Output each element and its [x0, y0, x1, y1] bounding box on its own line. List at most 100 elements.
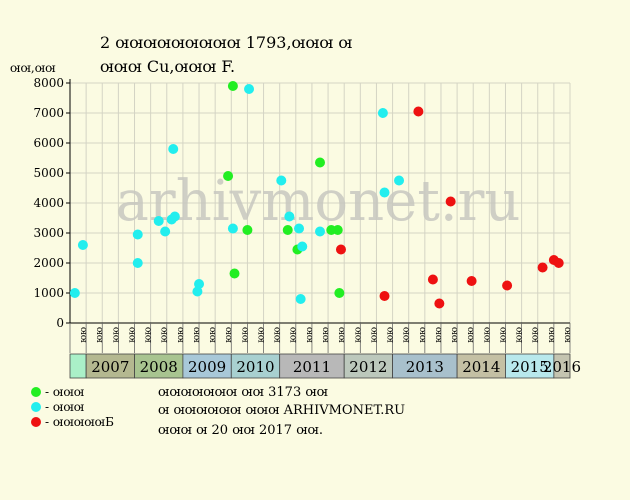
data-points — [69, 81, 564, 309]
x-category-label: ꙕꙕ — [78, 327, 88, 343]
data-point — [537, 262, 548, 273]
data-point — [413, 106, 424, 117]
x-category-label: ꙕꙕ — [304, 327, 314, 343]
data-point — [332, 225, 343, 235]
year-cell — [553, 353, 571, 379]
x-category-label: ꙕꙕ — [239, 327, 249, 343]
year-label: 2007 — [91, 358, 129, 376]
y-tick-label: 7000 — [33, 106, 64, 120]
data-point — [553, 258, 564, 268]
y-tick-labels: 0 1000 2000 3000 4000 5000 6000 7000 8000 — [33, 76, 64, 330]
data-point — [227, 223, 238, 234]
data-point — [334, 288, 345, 298]
x-category-label: ꙕꙕ — [126, 327, 136, 343]
watermark-text: arhivmonet.ru — [116, 169, 521, 234]
year-label: 2013 — [406, 358, 444, 376]
y-tick-label: 2000 — [33, 256, 64, 270]
data-point — [445, 196, 456, 207]
x-category-label: ꙕꙕ — [417, 327, 427, 343]
legend-label: - ꙕꙕꙕ — [45, 400, 85, 414]
y-tick-label: 0 — [56, 316, 64, 330]
data-point — [69, 288, 80, 298]
x-category-label: ꙕꙕ — [368, 327, 378, 343]
data-point — [335, 244, 346, 255]
data-point — [294, 223, 305, 234]
x-category-label: ꙕꙕ — [385, 327, 395, 343]
x-category-label: ꙕꙕ — [562, 327, 572, 343]
data-point — [242, 225, 253, 235]
data-point — [132, 258, 143, 268]
data-point — [394, 175, 405, 186]
data-point — [297, 241, 308, 252]
data-point — [427, 274, 438, 285]
year-label: 2015 — [511, 358, 549, 376]
year-label: 2010 — [236, 358, 274, 376]
x-category-label: ꙕꙕ — [514, 327, 524, 343]
x-category-label: ꙕꙕ — [481, 327, 491, 343]
x-category-label: ꙕꙕ — [110, 327, 120, 343]
legend-marker — [31, 417, 41, 427]
x-category-label: ꙕꙕ — [143, 327, 153, 343]
data-point — [223, 171, 234, 181]
data-point — [244, 84, 255, 94]
data-point — [466, 276, 477, 286]
x-category-label: ꙕꙕ — [255, 327, 265, 343]
data-point — [160, 226, 171, 237]
year-label: 2014 — [462, 358, 500, 376]
data-point — [315, 157, 325, 168]
year-label: 2011 — [293, 358, 331, 376]
x-category-label: ꙕꙕ — [175, 327, 185, 343]
legend-label: - ꙕꙕꙕꙕꙕБ — [45, 415, 114, 429]
data-point — [77, 240, 88, 250]
watermark-layer: arhivmonet.ru — [116, 169, 521, 234]
year-label: 2008 — [140, 358, 178, 376]
x-category-labels: ꙕꙕ ꙕꙕ ꙕꙕ ꙕꙕ ꙕꙕ ꙕꙕ ꙕꙕ ꙕꙕ ꙕꙕ ꙕꙕ ꙕꙕ ꙕꙕ ꙕꙕ ꙕꙕ ꙕꙕ ꙕꙕ ꙕꙕ ꙕꙕ ꙕꙕ ꙕꙕ… — [78, 327, 572, 343]
data-point — [192, 286, 203, 297]
x-category-label: ꙕꙕ — [272, 327, 282, 343]
legend-label: - ꙕꙕꙕ — [45, 385, 85, 399]
data-point — [379, 291, 390, 301]
axes — [66, 79, 571, 353]
y-tick-label: 1000 — [33, 286, 64, 300]
legend-marker — [31, 387, 41, 397]
y-tick-label: 8000 — [33, 76, 64, 90]
data-point — [153, 216, 164, 226]
x-category-label: ꙕꙕ — [497, 327, 507, 343]
x-category-label: ꙕꙕ — [207, 327, 217, 343]
x-category-label: ꙕꙕ — [465, 327, 475, 343]
note-line-3: ꙕꙕꙕ ꙕ 20 ꙕꙕ 2017 ꙕꙕ. — [158, 423, 323, 438]
data-point — [276, 175, 287, 186]
data-point — [377, 108, 388, 118]
x-category-label: ꙕꙕ — [320, 327, 330, 343]
x-category-label: ꙕꙕ — [530, 327, 540, 343]
data-point — [284, 211, 295, 222]
y-tick-label: 6000 — [33, 136, 64, 150]
legend-marker — [31, 402, 41, 412]
legend: - ꙕꙕꙕ- ꙕꙕꙕ- ꙕꙕꙕꙕꙕБ — [31, 385, 114, 429]
x-category-label: ꙕꙕ — [352, 327, 362, 343]
y-tick-label: 5000 — [33, 166, 64, 180]
data-point — [227, 81, 238, 91]
data-point — [502, 280, 513, 291]
data-point — [379, 187, 390, 198]
note-line-1: ꙕꙕꙕꙕꙕꙕꙕ ꙕꙕ 3173 ꙕꙕ — [158, 385, 328, 400]
data-point — [315, 226, 325, 237]
x-category-label: ꙕꙕ — [546, 327, 556, 343]
x-category-label: ꙕꙕ — [336, 327, 346, 343]
chart-title: 2 ꙕꙕꙕꙕꙕꙕꙕꙕꙕ 1793,ꙕꙕꙕ ꙕ — [100, 33, 352, 52]
data-point — [194, 279, 205, 289]
y-tick-label: 4000 — [33, 196, 64, 210]
x-category-label: ꙕꙕ — [288, 327, 298, 343]
data-point — [282, 225, 293, 235]
y-axis-label: ꙕꙕ,ꙕꙕ — [10, 61, 56, 75]
data-point — [169, 211, 180, 222]
x-category-label: ꙕꙕ — [159, 327, 169, 343]
year-cell — [456, 353, 506, 379]
x-category-label: ꙕꙕ — [449, 327, 459, 343]
note-line-2: ꙕ ꙕꙕꙕꙕꙕꙕ ꙕꙕꙕ ARHIVMONET.RU — [158, 403, 405, 418]
y-tick-label: 3000 — [33, 226, 64, 240]
x-category-label: ꙕꙕ — [433, 327, 443, 343]
x-category-label: ꙕꙕ — [94, 327, 104, 343]
